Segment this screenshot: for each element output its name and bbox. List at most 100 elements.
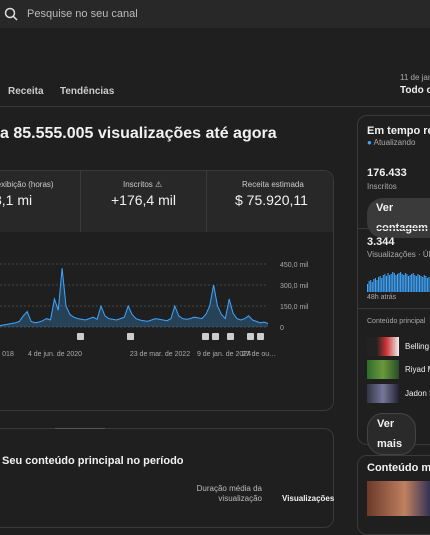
bars-label: 48h atrás	[367, 294, 397, 301]
subscriber-count: 176.433	[367, 167, 407, 179]
divider	[206, 171, 207, 232]
x-tick-label: 4 de jun. de 2020	[28, 351, 82, 358]
realtime-bar	[418, 275, 421, 292]
event-marker	[127, 333, 134, 340]
thumbnail[interactable]	[367, 337, 399, 356]
top-content-card	[0, 428, 334, 528]
divider	[55, 428, 105, 429]
realtime-bar	[385, 276, 388, 292]
subscriber-label: Inscritos	[367, 182, 397, 191]
event-marker	[202, 333, 209, 340]
realtime-bar	[367, 284, 369, 292]
realtime-bar	[407, 276, 410, 292]
realtime-bar	[387, 273, 389, 292]
thumbnail[interactable]	[367, 481, 430, 516]
views-label: Visualizações · Últi	[367, 250, 430, 259]
realtime-bar	[414, 275, 416, 292]
divider	[0, 106, 430, 107]
item-title[interactable]: Belling	[405, 342, 430, 351]
realtime-bar	[378, 277, 380, 292]
area	[0, 268, 268, 327]
y-tick-label: 150,0 mil	[280, 304, 309, 311]
y-tick-label: 300,0 mil	[280, 283, 309, 290]
tab[interactable]: Tendências	[60, 86, 115, 97]
divider	[80, 171, 81, 232]
realtime-bar	[400, 272, 402, 292]
metric-label: e exibição (horas)	[0, 180, 54, 189]
event-marker	[227, 333, 234, 340]
y-tick-label: 450,0 mil	[280, 262, 309, 269]
realtime-status: ● Atualizando	[367, 138, 415, 147]
overview-card	[0, 170, 334, 411]
realtime-bar	[422, 277, 424, 292]
period[interactable]: Todo o	[400, 85, 430, 96]
realtime-bar	[381, 278, 383, 292]
column-header[interactable]: Visualizações	[282, 494, 335, 503]
metrics-row	[0, 171, 333, 232]
views-count: 3.344	[367, 236, 395, 248]
thumbnail[interactable]	[367, 384, 399, 403]
status-text: Atualizando	[373, 138, 416, 147]
realtime-bar	[411, 274, 413, 292]
item-title[interactable]: Riyad M	[405, 365, 430, 374]
realtime-bar	[395, 275, 397, 292]
realtime-bar	[370, 280, 372, 292]
realtime-bar	[393, 273, 395, 292]
metric-label: Inscritos ⚠	[123, 180, 162, 189]
realtime-bar	[376, 280, 378, 292]
more-button[interactable]: Ver mais	[367, 413, 416, 455]
section-title: Seu conteúdo principal no período	[2, 455, 184, 467]
search-icon	[4, 7, 18, 21]
search-placeholder: Pesquise no seu canal	[27, 8, 138, 20]
realtime-bar	[384, 274, 386, 292]
thumbnail[interactable]	[367, 360, 399, 379]
subscriber-button[interactable]: Ver contagem e	[367, 198, 430, 238]
realtime-bar	[423, 275, 425, 292]
tab[interactable]: Receita	[8, 86, 44, 97]
metric-label-text: Inscritos	[123, 180, 153, 189]
views-chart: 450,0 mil 300,0 mil 150,0 mil 0 018 4 de jun.…	[0, 262, 309, 358]
metric-value: $ 75.920,11	[235, 192, 308, 208]
metric-value: +176,4 mil	[111, 192, 176, 208]
realtime-bars	[367, 272, 430, 292]
realtime-bar	[420, 276, 422, 292]
realtime-bar	[396, 274, 399, 292]
warning-icon: ⚠	[155, 180, 163, 189]
realtime-bar	[379, 276, 381, 292]
realtime-title: Em tempo rea	[367, 125, 430, 137]
realtime-bar	[371, 282, 373, 292]
date-range: 11 de jan	[400, 73, 430, 82]
metric-value: 3,1 mi	[0, 192, 33, 208]
line	[0, 268, 269, 327]
top-label: Conteúdo principal	[367, 318, 426, 325]
realtime-bar	[426, 278, 428, 292]
column-header[interactable]: Duração média da visualização	[196, 484, 262, 503]
realtime-bar	[425, 276, 427, 292]
realtime-bar	[382, 275, 384, 292]
status-dot: ●	[367, 138, 372, 147]
realtime-bar	[417, 274, 419, 292]
realtime-bar	[406, 274, 408, 292]
realtime-bar	[374, 278, 376, 292]
realtime-bar	[401, 274, 403, 292]
event-marker	[212, 333, 219, 340]
metric-label: Receita estimada	[242, 180, 304, 189]
x-tick-label: 9 de jan. de 2024	[197, 351, 251, 358]
realtime-bar	[389, 275, 391, 292]
realtime-bar	[373, 279, 375, 292]
realtime-bar	[404, 273, 406, 292]
section-title: Conteúdo mai	[367, 462, 430, 474]
realtime-bar	[428, 277, 430, 292]
item-title[interactable]: Jadon S	[405, 389, 430, 398]
divider	[358, 228, 430, 229]
search-bar[interactable]	[0, 0, 430, 28]
x-tick-label: 018	[2, 351, 14, 358]
realtime-bar	[392, 272, 394, 292]
realtime-bar	[403, 275, 405, 292]
realtime-bar	[390, 274, 392, 292]
event-marker	[77, 333, 84, 340]
y-tick-label: 0	[280, 325, 284, 332]
event-marker	[257, 333, 264, 340]
